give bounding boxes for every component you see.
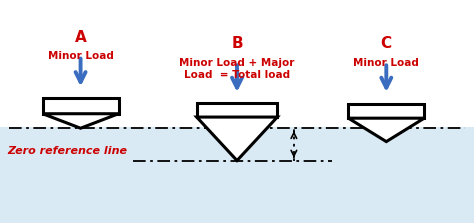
Text: Minor Load + Major
Load  = Total load: Minor Load + Major Load = Total load (179, 58, 295, 80)
Polygon shape (197, 103, 277, 117)
Polygon shape (43, 114, 118, 128)
Polygon shape (43, 98, 118, 114)
Polygon shape (348, 118, 424, 142)
Text: Minor Load: Minor Load (48, 51, 113, 61)
Text: A: A (75, 30, 86, 45)
Polygon shape (197, 117, 277, 161)
Text: Zero reference line: Zero reference line (7, 146, 127, 155)
Polygon shape (0, 127, 474, 223)
Text: B: B (231, 36, 243, 51)
Text: C: C (381, 36, 392, 51)
Polygon shape (348, 104, 424, 118)
Text: Minor Load: Minor Load (354, 58, 419, 68)
